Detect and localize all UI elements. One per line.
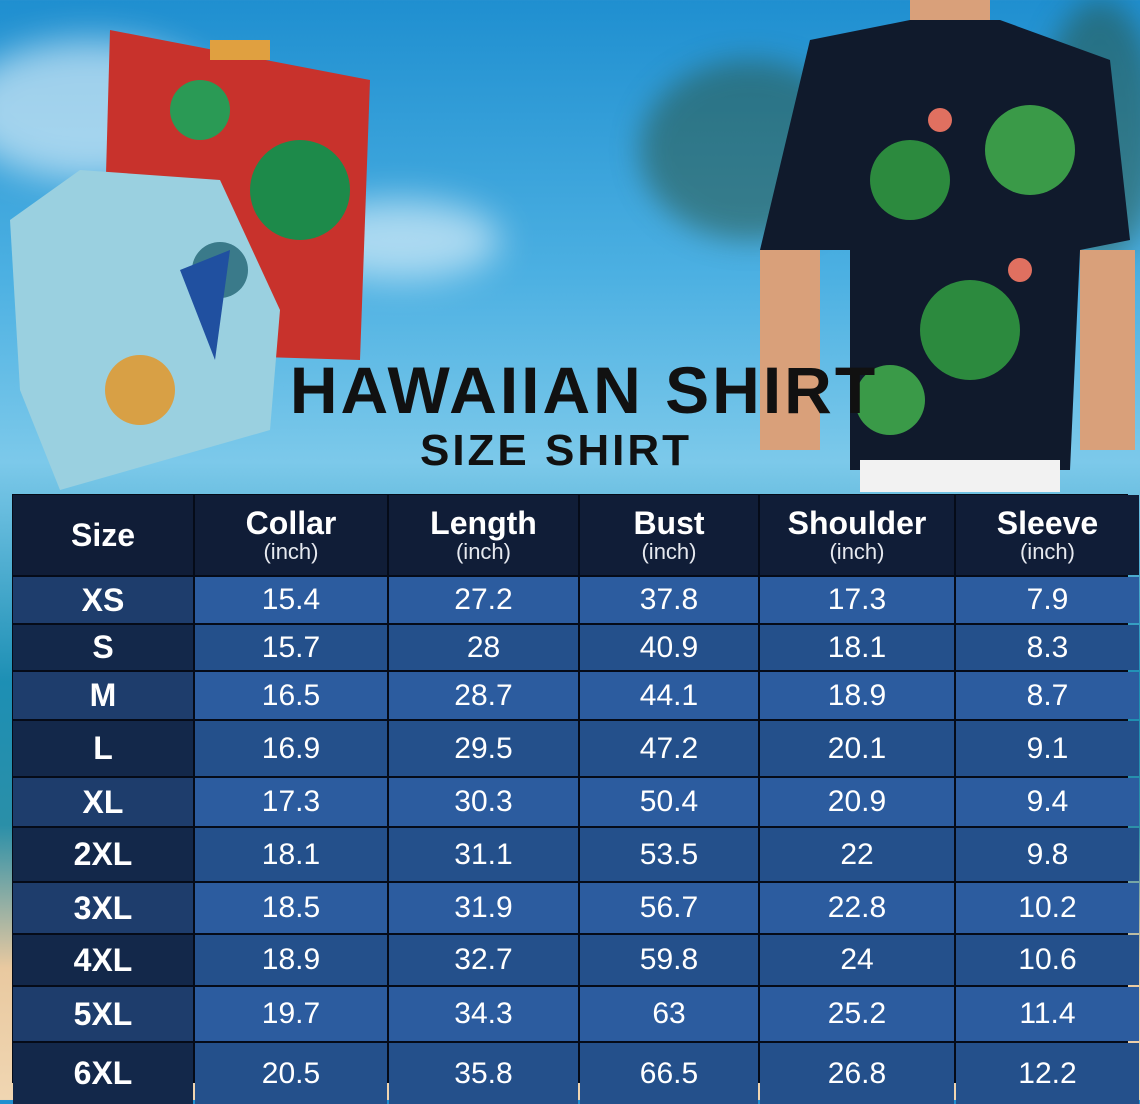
table-cell: 24 (760, 935, 954, 985)
table-cell: 12.2 (956, 1043, 1139, 1104)
folded-shirts-image (10, 30, 370, 490)
table-cell: 18.5 (195, 883, 387, 933)
table-cell: 17.3 (760, 577, 954, 623)
table-cell: 28.7 (389, 672, 578, 719)
table-cell: 8.7 (956, 672, 1139, 719)
table-cell: 9.1 (956, 721, 1139, 776)
table-cell: 15.4 (195, 577, 387, 623)
table-cell: 56.7 (580, 883, 758, 933)
table-cell: 18.1 (760, 625, 954, 670)
table-cell: 22.8 (760, 883, 954, 933)
table-cell: 18.9 (195, 935, 387, 985)
table-cell: 63 (580, 987, 758, 1041)
column-header-label: Shoulder (787, 505, 927, 541)
size-label-cell: S (13, 625, 193, 670)
table-cell: 50.4 (580, 778, 758, 826)
size-label-cell: 3XL (13, 883, 193, 933)
table-cell: 17.3 (195, 778, 387, 826)
column-header-size: Size (13, 495, 193, 575)
size-label-cell: 5XL (13, 987, 193, 1041)
column-header-label: Collar (245, 505, 337, 541)
table-cell: 10.2 (956, 883, 1139, 933)
table-cell: 53.5 (580, 828, 758, 881)
model-shirt-image (760, 0, 1135, 492)
column-header-unit: (inch) (1019, 539, 1075, 564)
column-header-unit: (inch) (829, 539, 885, 564)
table-cell: 20.1 (760, 721, 954, 776)
table-cell: 16.9 (195, 721, 387, 776)
column-header-label: Sleeve (996, 505, 1099, 541)
column-header-bust: Bust (inch) (580, 495, 758, 575)
size-label-cell: L (13, 721, 193, 776)
size-label-cell: 2XL (13, 828, 193, 881)
table-cell: 22 (760, 828, 954, 881)
page-subtitle: SIZE SHIRT (419, 426, 693, 475)
table-cell: 28 (389, 625, 578, 670)
size-chart-table: Size Collar (inch) Length (inch) Bust (inch) Sh… (12, 494, 1139, 1104)
table-cell: 15.7 (195, 625, 387, 670)
table-cell: 9.4 (956, 778, 1139, 826)
table-cell: 29.5 (389, 721, 578, 776)
table-cell: 40.9 (580, 625, 758, 670)
table-cell: 59.8 (580, 935, 758, 985)
table-cell: 8.3 (956, 625, 1139, 670)
column-header-shoulder: Shoulder (inch) (760, 495, 954, 575)
table-cell: 18.9 (760, 672, 954, 719)
table-cell: 26.8 (760, 1043, 954, 1104)
table-cell: 34.3 (389, 987, 578, 1041)
table-cell: 9.8 (956, 828, 1139, 881)
column-header-label: Size (70, 517, 136, 553)
table-cell: 37.8 (580, 577, 758, 623)
table-cell: 31.1 (389, 828, 578, 881)
size-label-cell: M (13, 672, 193, 719)
column-header-unit: (inch) (455, 539, 511, 564)
table-cell: 44.1 (580, 672, 758, 719)
table-cell: 7.9 (956, 577, 1139, 623)
table-cell: 16.5 (195, 672, 387, 719)
table-cell: 66.5 (580, 1043, 758, 1104)
column-header-unit: (inch) (641, 539, 697, 564)
table-cell: 10.6 (956, 935, 1139, 985)
page-title: HAWAIIAN SHIRT (289, 353, 879, 427)
size-label-cell: XS (13, 577, 193, 623)
table-cell: 27.2 (389, 577, 578, 623)
table-cell: 11.4 (956, 987, 1139, 1041)
column-header-sleeve: Sleeve (inch) (956, 495, 1139, 575)
table-cell: 35.8 (389, 1043, 578, 1104)
table-cell: 18.1 (195, 828, 387, 881)
table-cell: 19.7 (195, 987, 387, 1041)
table-cell: 20.9 (760, 778, 954, 826)
column-header-label: Length (430, 505, 537, 541)
table-cell: 30.3 (389, 778, 578, 826)
table-cell: 31.9 (389, 883, 578, 933)
table-cell: 25.2 (760, 987, 954, 1041)
size-label-cell: XL (13, 778, 193, 826)
table-cell: 47.2 (580, 721, 758, 776)
table-cell: 20.5 (195, 1043, 387, 1104)
size-label-cell: 4XL (13, 935, 193, 985)
column-header-label: Bust (633, 505, 705, 541)
column-header-length: Length (inch) (389, 495, 578, 575)
size-label-cell: 6XL (13, 1043, 193, 1104)
column-header-unit: (inch) (263, 539, 319, 564)
table-cell: 32.7 (389, 935, 578, 985)
column-header-collar: Collar (inch) (195, 495, 387, 575)
